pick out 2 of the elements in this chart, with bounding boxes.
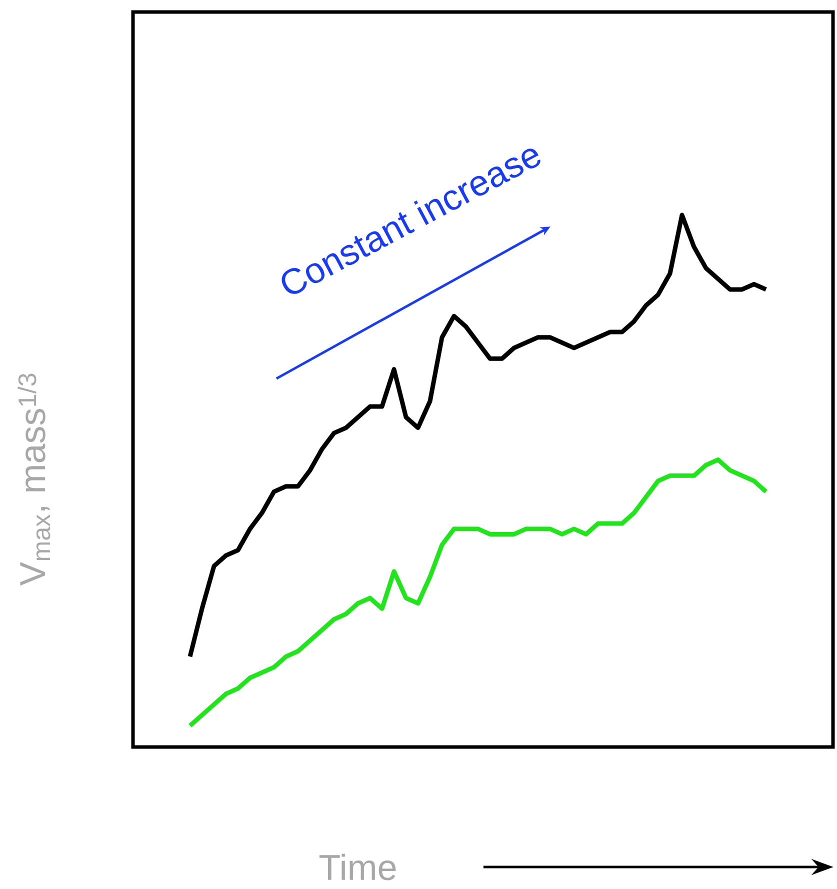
x-axis-title: Time xyxy=(319,854,396,880)
y-axis-title: V$_{max}$, mass$^{1/3}$ xyxy=(18,374,50,586)
